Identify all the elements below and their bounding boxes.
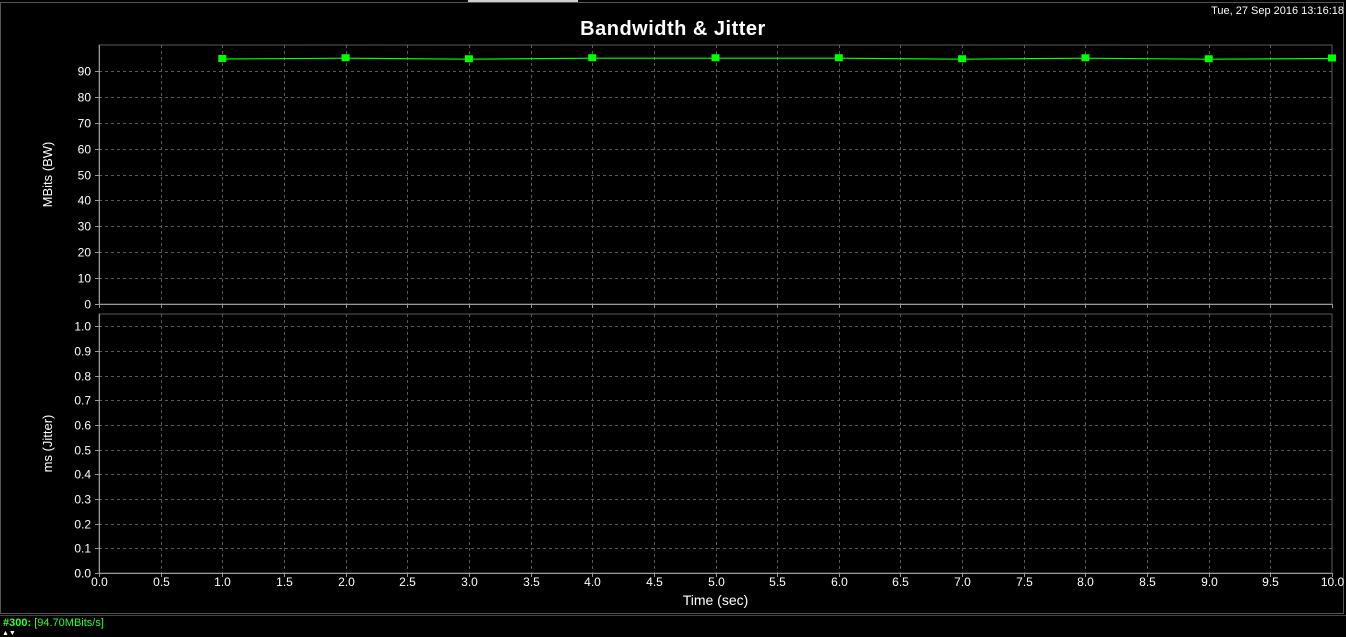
x-axis-label: Time (sec) — [683, 592, 749, 608]
window-tab[interactable] — [468, 0, 578, 3]
x-tick-label: 9.5 — [1262, 575, 1279, 589]
data-point — [588, 54, 597, 62]
x-tick-label: 0.5 — [153, 575, 170, 589]
y-tick-label: 60 — [78, 143, 92, 157]
y-tick-label: 0 — [84, 298, 91, 312]
y-tick-label: 0.7 — [74, 394, 91, 408]
x-tick-label: 10.0 — [1321, 575, 1345, 589]
x-tick-label: 0.0 — [91, 575, 108, 589]
data-point — [1204, 55, 1213, 63]
x-tick-label: 9.0 — [1201, 575, 1218, 589]
status-bar: #300: [94.70MBits/s] ▲▼ — [0, 615, 1346, 637]
x-tick-label: 1.5 — [276, 575, 293, 589]
chart-title: Bandwidth & Jitter — [580, 18, 766, 40]
x-tick-label: 6.5 — [892, 575, 909, 589]
data-point — [1328, 54, 1336, 62]
x-tick-label: 7.0 — [954, 575, 971, 589]
y-tick-label: 90 — [78, 65, 92, 79]
y-tick-label: 50 — [78, 169, 92, 183]
status-readout: #300: [94.70MBits/s] — [3, 617, 104, 629]
y-tick-label: 0.9 — [74, 345, 91, 359]
data-point — [464, 55, 473, 63]
series-line — [222, 57, 1333, 60]
x-tick-label: 2.5 — [399, 575, 416, 589]
y-tick-label: 40 — [78, 194, 92, 208]
status-bandwidth-value: [94.70MBits/s] — [34, 617, 104, 629]
x-tick-label: 3.5 — [523, 575, 540, 589]
data-point — [711, 54, 720, 62]
data-point — [1081, 54, 1090, 62]
y-tick-label: 10 — [78, 272, 92, 286]
data-point — [341, 54, 350, 62]
collapse-arrows-icon[interactable]: ▲▼ — [2, 630, 16, 637]
y-tick-label: 0.0 — [74, 567, 91, 581]
y-tick-label: 0.6 — [74, 419, 91, 433]
status-stream-id: #300: — [3, 617, 32, 629]
y-tick-label: 20 — [78, 246, 92, 260]
y-axis-label: MBits (BW) — [40, 142, 55, 208]
x-tick-label: 4.0 — [584, 575, 601, 589]
x-tick-label: 8.5 — [1139, 575, 1156, 589]
x-tick-label: 7.5 — [1016, 575, 1033, 589]
y-tick-label: 1.0 — [74, 320, 91, 334]
data-point — [834, 54, 843, 62]
y-tick-label: 0.2 — [74, 518, 91, 532]
x-tick-label: 4.5 — [646, 575, 663, 589]
y-axis-label: ms (Jitter) — [40, 415, 55, 473]
x-tick-label: 5.0 — [708, 575, 725, 589]
x-tick-label: 2.0 — [338, 575, 355, 589]
y-tick-label: 30 — [78, 220, 92, 234]
chart-frame — [0, 2, 1344, 614]
data-point — [218, 54, 227, 62]
y-tick-label: 0.8 — [74, 370, 91, 384]
x-tick-label: 8.0 — [1077, 575, 1094, 589]
y-tick-label: 0.1 — [74, 542, 91, 556]
x-tick-label: 3.0 — [461, 575, 478, 589]
y-tick-label: 70 — [78, 117, 92, 131]
y-tick-label: 0.4 — [74, 468, 91, 482]
timestamp: Tue, 27 Sep 2016 13:16:18 — [1211, 5, 1344, 17]
data-point — [958, 55, 967, 63]
bandwidth-jitter-chart: 0 10 20 30 40 50 60 70 80 90 MBits (BW) 0.0 0.1 0.2 0.… — [40, 44, 1345, 608]
y-tick-label: 0.3 — [74, 493, 91, 507]
y-tick-label: 80 — [78, 91, 92, 105]
x-tick-label: 5.5 — [769, 575, 786, 589]
x-tick-label: 1.0 — [214, 575, 231, 589]
y-tick-label: 0.5 — [74, 444, 91, 458]
x-tick-label: 6.0 — [831, 575, 848, 589]
